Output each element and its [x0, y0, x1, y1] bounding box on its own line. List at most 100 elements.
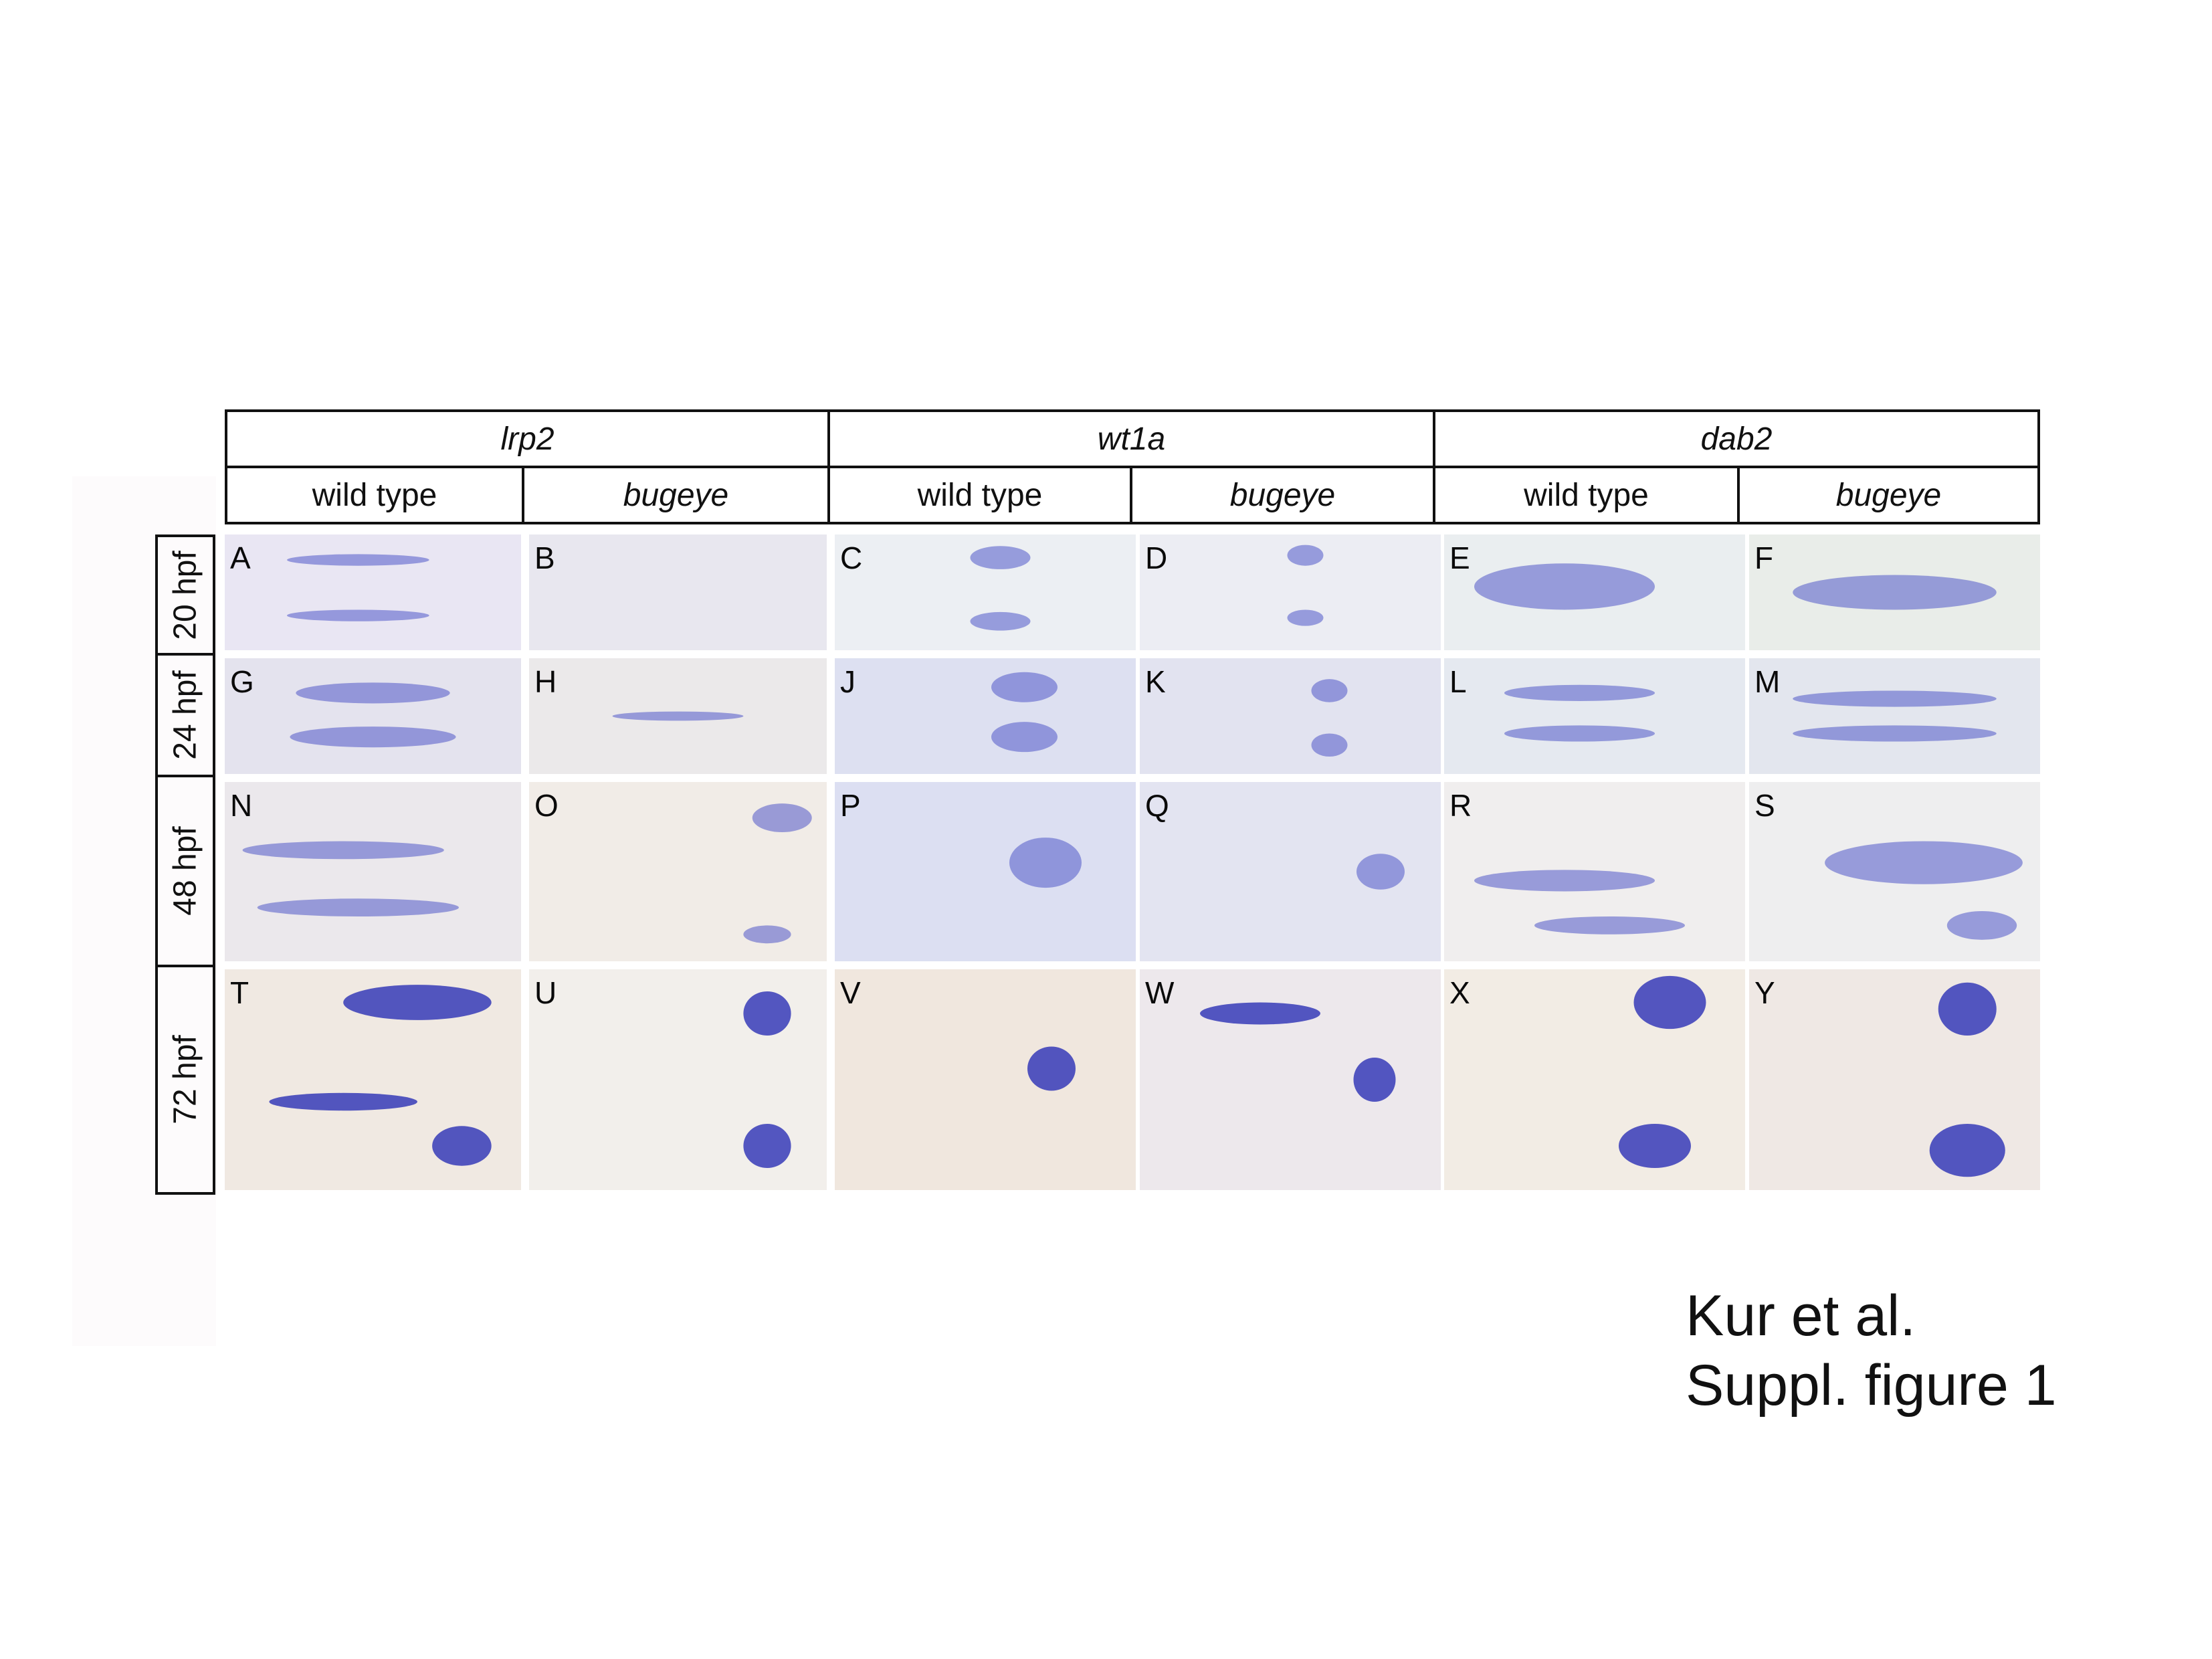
stain-pattern: [1619, 975, 1706, 1168]
micrograph-panel: O: [529, 782, 827, 961]
stain-blob: [743, 925, 791, 944]
gene-header-dab2: dab2: [1435, 409, 2040, 467]
stain-blob: [991, 722, 1058, 753]
stain-blob: [257, 898, 459, 916]
gene-header-wt1a: wt1a: [830, 409, 1435, 467]
stain-blob: [1929, 1124, 2005, 1177]
panel-letter: V: [840, 975, 861, 1010]
stain-blob: [612, 711, 744, 721]
condition-header: wild type: [830, 467, 1132, 524]
stain-blob: [1504, 725, 1655, 742]
panel-letter: B: [534, 541, 555, 575]
micrograph-panel: Q: [1140, 782, 1441, 961]
timepoint-label-24hpf: 24 hpf: [155, 656, 215, 777]
micrograph-panel: V: [835, 969, 1136, 1190]
stain-blob: [752, 803, 812, 833]
stain-blob: [1793, 575, 1997, 610]
stain-blob: [1825, 841, 2023, 884]
stain-pattern: [1027, 1046, 1076, 1091]
stain-blob: [1793, 725, 1997, 742]
micrograph-panel: B: [529, 534, 827, 650]
timepoint-label-48hpf: 48 hpf: [155, 777, 215, 967]
panel-letter: P: [840, 788, 861, 823]
gene-header-row: lrp2 wt1a dab2: [225, 409, 2040, 467]
condition-header: wild type: [225, 467, 524, 524]
caption-authors: Kur et al.: [1686, 1284, 1916, 1348]
condition-header: bugeye: [1740, 467, 2040, 524]
micrograph-panel: S: [1749, 782, 2040, 961]
stain-pattern: [1009, 838, 1082, 888]
micrograph-panel: C: [835, 534, 1136, 650]
stain-blob: [290, 726, 456, 748]
timepoint-text: 48 hpf: [167, 826, 203, 916]
stain-pattern: [743, 803, 812, 944]
micrograph-panel: W: [1140, 969, 1441, 1190]
micrograph-panel: U: [529, 969, 827, 1190]
stain-blob: [343, 985, 492, 1020]
stain-blob: [970, 546, 1031, 569]
panel-row: A B C D E F: [225, 534, 2040, 650]
panel-letter: R: [1449, 788, 1472, 823]
panel-letter: F: [1754, 541, 1774, 575]
panel-letter: U: [534, 975, 557, 1010]
stain-blob: [1287, 609, 1324, 626]
stain-pattern: [287, 554, 429, 621]
stain-pattern: [1287, 545, 1324, 626]
stain-blob: [287, 609, 429, 621]
micrograph-panel: N: [225, 782, 521, 961]
stain-blob: [743, 1124, 791, 1168]
stain-blob: [1793, 690, 1997, 707]
left-margin-tint: [72, 476, 216, 1346]
stain-blob: [1287, 545, 1324, 566]
condition-header: bugeye: [524, 467, 830, 524]
stain-blob: [1027, 1046, 1076, 1091]
timepoint-text: 24 hpf: [167, 670, 203, 760]
micrograph-panel: Y: [1749, 969, 2040, 1190]
micrograph-panel: J: [835, 658, 1136, 774]
stain-pattern: [242, 841, 459, 916]
micrograph-panel: G: [225, 658, 521, 774]
stain-pattern: [529, 534, 827, 650]
micrograph-grid: A B C D E F G H J K L M N O P Q R S T U V W X Y: [225, 534, 2040, 1190]
micrograph-panel: L: [1444, 658, 1745, 774]
micrograph-panel: T: [225, 969, 521, 1190]
stain-pattern: [1825, 841, 2023, 940]
stain-blob: [1534, 916, 1685, 935]
stain-pattern: [1474, 563, 1655, 610]
stain-blob: [1009, 838, 1082, 888]
panel-letter: M: [1754, 664, 1781, 699]
stain-pattern: [1474, 870, 1685, 935]
stain-pattern: [1793, 575, 1997, 610]
stain-blob: [1474, 870, 1655, 892]
stain-blob: [743, 991, 791, 1036]
panel-row: N O P Q R S: [225, 782, 2040, 961]
micrograph-panel: M: [1749, 658, 2040, 774]
stain-blob: [1200, 1002, 1320, 1025]
stain-blob: [991, 672, 1058, 702]
figure-caption: Kur et al. Suppl. figure 1: [1686, 1281, 2057, 1420]
panel-letter: E: [1449, 541, 1470, 575]
stain-blob: [1356, 854, 1405, 890]
caption-figure-number: Suppl. figure 1: [1686, 1353, 2057, 1418]
stain-blob: [1938, 982, 1997, 1036]
panel-letter: L: [1449, 664, 1467, 699]
stain-blob: [296, 682, 450, 704]
panel-letter: O: [534, 788, 559, 823]
panel-letter: S: [1754, 788, 1775, 823]
gene-header-lrp2: lrp2: [225, 409, 830, 467]
micrograph-panel: P: [835, 782, 1136, 961]
stain-blob: [1504, 684, 1655, 702]
stain-blob: [1946, 910, 2017, 940]
timepoint-label-72hpf: 72 hpf: [155, 967, 215, 1195]
micrograph-panel: X: [1444, 969, 1745, 1190]
stain-blob: [1353, 1058, 1396, 1102]
stain-pattern: [1793, 690, 1997, 742]
panel-letter: K: [1145, 664, 1166, 699]
micrograph-panel: R: [1444, 782, 1745, 961]
stain-pattern: [1929, 982, 2005, 1177]
stain-blob: [1474, 563, 1655, 610]
stain-pattern: [269, 985, 492, 1166]
panel-letter: Q: [1145, 788, 1169, 823]
stain-blob: [287, 554, 429, 566]
